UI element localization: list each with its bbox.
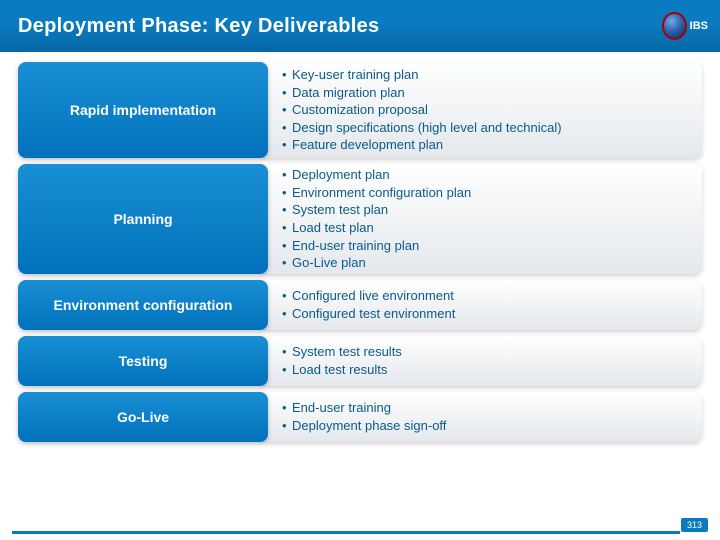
slide-title: Deployment Phase: Key Deliverables (18, 15, 379, 38)
section-row: Go-Live End-user trainingDeployment phase… (18, 392, 702, 442)
section-row: Environment configuration Configured live… (18, 280, 702, 330)
bullet-item: Feature development plan (282, 136, 688, 154)
bullet-list: End-user trainingDeployment phase sign-o… (282, 399, 688, 434)
section-pane: Deployment planEnvironment configuration… (260, 164, 702, 274)
section-row: Testing System test resultsLoad test resu… (18, 336, 702, 386)
logo-text: IBS (690, 20, 708, 32)
bullet-item: Design specifications (high level and te… (282, 119, 688, 137)
section-tab-label: Rapid implementation (70, 102, 216, 118)
bullet-item: System test plan (282, 201, 688, 219)
bullet-item: Load test results (282, 361, 688, 379)
bullet-item: End-user training plan (282, 237, 688, 255)
section-row: Planning Deployment planEnvironment confi… (18, 164, 702, 274)
section-pane: System test resultsLoad test results (260, 336, 702, 386)
section-tab: Rapid implementation (18, 62, 268, 158)
bullet-item: Key-user training plan (282, 66, 688, 84)
bullet-item: Data migration plan (282, 84, 688, 102)
section-pane: End-user trainingDeployment phase sign-o… (260, 392, 702, 442)
bullet-item: Environment configuration plan (282, 184, 688, 202)
bullet-list: System test resultsLoad test results (282, 343, 688, 378)
bullet-list: Configured live environmentConfigured te… (282, 287, 688, 322)
bullet-item: System test results (282, 343, 688, 361)
bullet-item: Load test plan (282, 219, 688, 237)
section-tab: Testing (18, 336, 268, 386)
section-tab-label: Testing (119, 353, 168, 369)
section-tab: Planning (18, 164, 268, 274)
globe-icon (662, 12, 687, 40)
bullet-list: Deployment planEnvironment configuration… (282, 166, 688, 271)
company-logo: IBS (662, 6, 708, 46)
bullet-item: Customization proposal (282, 101, 688, 119)
bullet-item: Deployment plan (282, 166, 688, 184)
section-tab: Environment configuration (18, 280, 268, 330)
bullet-item: Configured live environment (282, 287, 688, 305)
bullet-item: Go-Live plan (282, 254, 688, 272)
section-pane: Key-user training planData migration pla… (260, 62, 702, 158)
slide-footer: 313 (0, 518, 720, 532)
section-tab-label: Planning (113, 211, 172, 227)
bullet-item: Deployment phase sign-off (282, 417, 688, 435)
bullet-list: Key-user training planData migration pla… (282, 66, 688, 154)
bullet-item: End-user training (282, 399, 688, 417)
section-tab: Go-Live (18, 392, 268, 442)
section-tab-label: Environment configuration (54, 297, 233, 313)
bullet-item: Configured test environment (282, 305, 688, 323)
section-pane: Configured live environmentConfigured te… (260, 280, 702, 330)
slide-header: Deployment Phase: Key Deliverables IBS (0, 0, 720, 52)
section-row: Rapid implementation Key-user training pl… (18, 62, 702, 158)
page-number: 313 (681, 518, 708, 532)
section-tab-label: Go-Live (117, 409, 169, 425)
content-area: Rapid implementation Key-user training pl… (0, 52, 720, 442)
